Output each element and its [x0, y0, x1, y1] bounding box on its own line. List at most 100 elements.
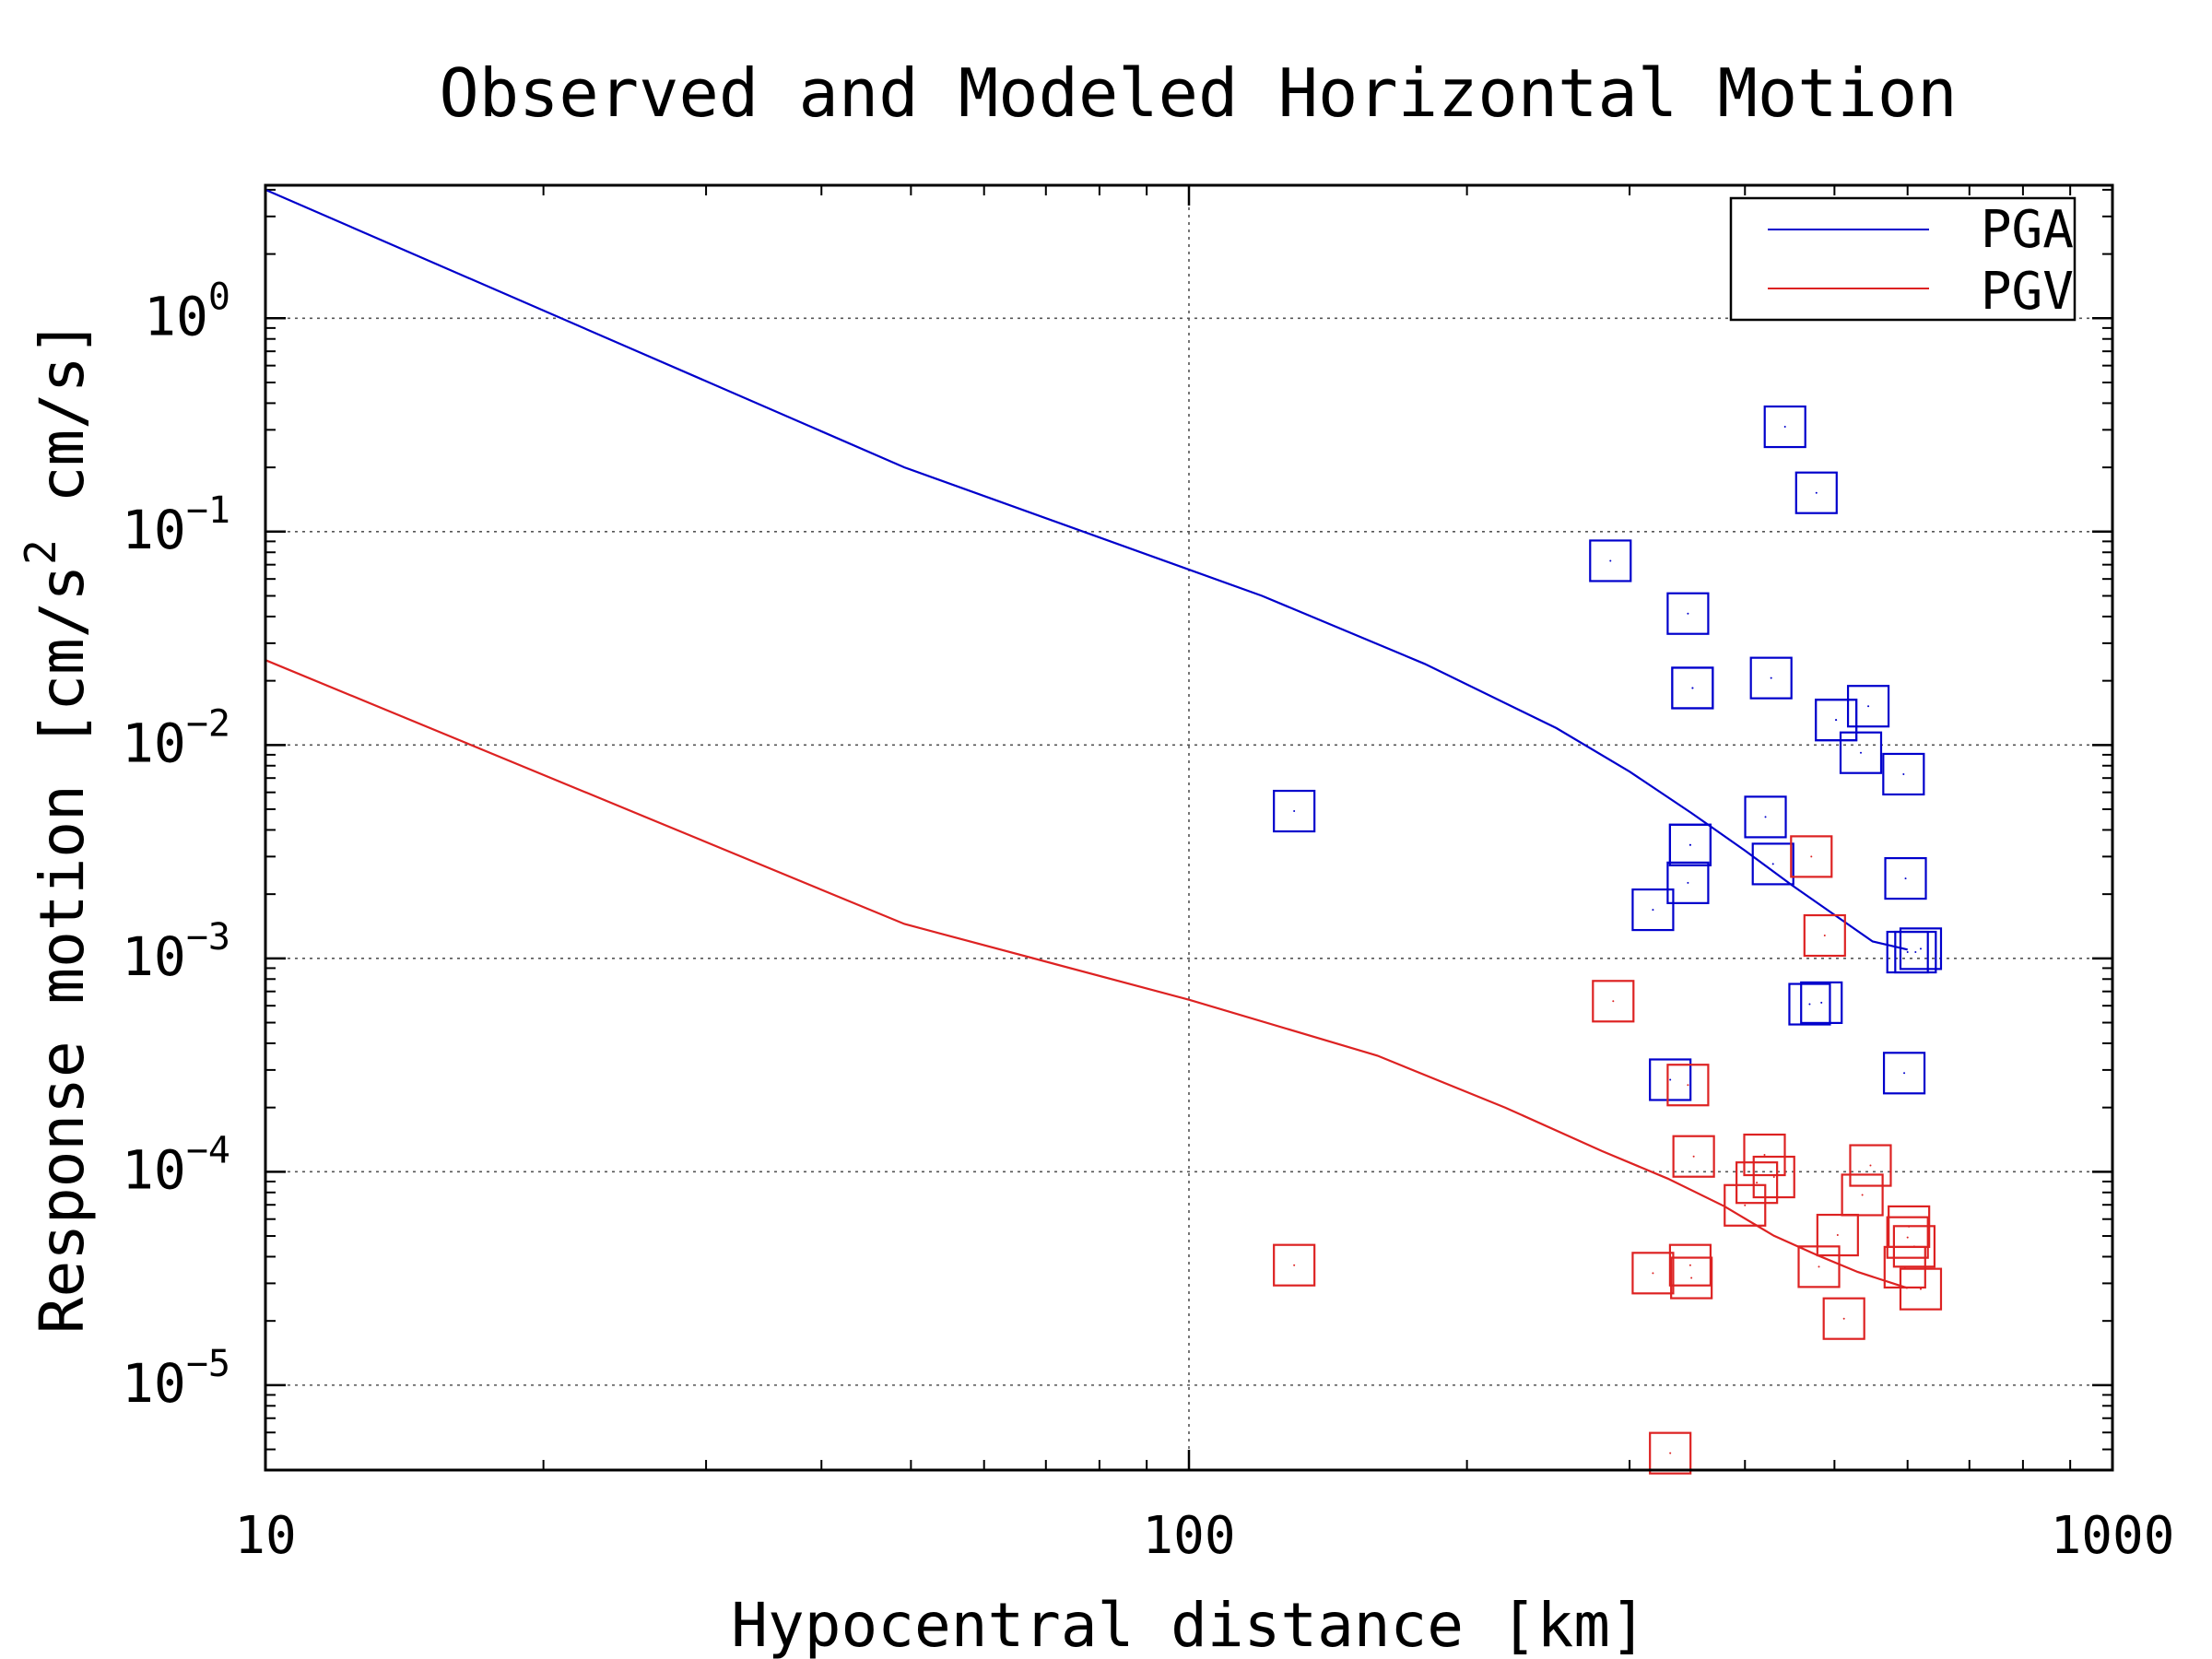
observed-point-pga	[1882, 1052, 1926, 1095]
y-tick-label: 10−1	[122, 489, 230, 561]
observed-point-center-pgv	[1906, 1236, 1909, 1239]
observed-point-center-pga	[1687, 612, 1689, 615]
observed-point-center-pgv	[1688, 1264, 1691, 1266]
observed-point-pga	[1631, 888, 1675, 932]
observed-point-center-pgv	[1912, 1245, 1915, 1248]
chart-title: Observed and Modeled Horizontal Motion	[439, 54, 1957, 132]
observed-point-pga	[1671, 666, 1714, 710]
observed-point-center-pga	[1808, 1003, 1811, 1006]
observed-point-center-pga	[1815, 491, 1818, 494]
legend-label-pgv: PGV	[1981, 262, 2074, 322]
observed-point-pga	[1744, 795, 1787, 839]
observed-point-center-pga	[1688, 843, 1691, 846]
observed-point-center-pga	[1867, 705, 1870, 708]
legend: PGA PGV	[1729, 196, 2077, 322]
legend-label-pga: PGA	[1981, 200, 2074, 260]
observed-point-pga	[1668, 823, 1712, 866]
y-axis-label-sup: 2	[16, 539, 65, 565]
x-tick-label: 10	[234, 1506, 296, 1566]
y-tick-label: 10−4	[122, 1129, 230, 1201]
y-tick-label: 10−3	[122, 916, 230, 988]
observed-point-center-pgv	[1818, 1265, 1820, 1268]
observed-point-pga	[1800, 981, 1843, 1025]
observed-point-pga	[1649, 1058, 1692, 1101]
observed-point-pgv	[1668, 1243, 1712, 1287]
observed-point-pga	[1794, 471, 1838, 514]
observed-point-center-pga	[1859, 751, 1862, 754]
y-axis-label-main: Response motion [cm/s	[27, 565, 98, 1334]
observed-point-center-pgv	[1690, 1277, 1693, 1279]
observed-point-center-pga	[1906, 951, 1909, 954]
x-tick-labels: 10 100 1000	[234, 1506, 2174, 1566]
observed-point-center-pgv	[1919, 1288, 1922, 1290]
observed-point-pgv	[1892, 1225, 1936, 1268]
observed-point-center-pgv	[1744, 1204, 1747, 1206]
observed-point-center-pga	[1783, 426, 1786, 429]
observed-point-pgv	[1822, 1297, 1865, 1340]
observed-point-pgv	[1666, 1064, 1710, 1107]
observed-point-center-pgv	[1861, 1194, 1864, 1196]
observed-point-pga	[1884, 856, 1927, 900]
model-line-pga	[265, 188, 1908, 951]
observed-point-center-pga	[1293, 810, 1296, 813]
observed-point-pga	[1839, 731, 1883, 774]
y-tick-exponent: −3	[186, 916, 230, 959]
observed-point-pga	[1273, 789, 1316, 833]
observed-point-pgv	[1752, 1155, 1795, 1199]
observed-point-pgv	[1803, 913, 1846, 958]
observed-point-center-pga	[1764, 816, 1767, 818]
observed-point-pgv	[1735, 1161, 1779, 1205]
y-tick-exponent: −1	[186, 489, 230, 532]
y-tick-label: 100	[144, 276, 230, 347]
y-tick-base: 10	[122, 1352, 186, 1415]
observed-point-pga	[1751, 842, 1794, 886]
observed-point-center-pgv	[1669, 1452, 1672, 1454]
observed-point-pgv	[1273, 1243, 1316, 1287]
grid-lines	[265, 185, 2112, 1470]
observed-point-center-pgv	[1836, 1234, 1839, 1237]
observed-point-center-pgv	[1869, 1164, 1872, 1167]
y-axis-label-end: cm/s]	[27, 320, 98, 539]
observed-point-center-pga	[1820, 1001, 1823, 1004]
y-tick-exponent: 0	[208, 276, 230, 318]
x-axis-label: Hypocentral distance [km]	[731, 1590, 1646, 1659]
plot-frame	[264, 183, 2114, 1472]
observed-point-pgv	[1592, 980, 1635, 1023]
series-layer	[265, 188, 1943, 1475]
y-axis-label: Response motion [cm/s2 cm/s]	[16, 320, 98, 1335]
y-tick-exponent: −4	[186, 1129, 230, 1171]
y-tick-base: 10	[122, 712, 186, 774]
observed-point-pga	[1882, 752, 1925, 796]
x-tick-label: 1000	[2051, 1506, 2175, 1566]
y-tick-base: 10	[122, 1138, 186, 1201]
observed-point-pgv	[1670, 1256, 1713, 1300]
observed-point-center-pgv	[1756, 1182, 1759, 1184]
observed-point-center-pgv	[1810, 855, 1813, 858]
observed-point-center-pga	[1770, 677, 1772, 679]
observed-point-pgv	[1886, 1216, 1929, 1259]
observed-point-pgv	[1743, 1133, 1786, 1177]
observed-point-center-pga	[1771, 863, 1774, 865]
observed-point-center-pgv	[1842, 1317, 1845, 1320]
observed-point-center-pgv	[1612, 1000, 1615, 1003]
observed-point-pga	[1666, 861, 1710, 904]
y-tick-base: 10	[122, 925, 186, 988]
observed-point-pga	[1666, 592, 1710, 635]
observed-point-center-pga	[1691, 687, 1694, 689]
observed-point-pga	[1815, 699, 1858, 742]
series-pgv	[265, 659, 1943, 1475]
observed-point-pgv	[1631, 1252, 1675, 1295]
model-line-pgv	[265, 659, 1909, 1289]
observed-point-pgv	[1649, 1431, 1692, 1475]
observed-point-pgv	[1790, 835, 1833, 878]
observed-point-pga	[1788, 982, 1831, 1026]
observed-point-pga	[1899, 927, 1943, 971]
observed-point-pga	[1894, 930, 1937, 974]
observed-point-center-pga	[1687, 881, 1689, 884]
minor-ticks	[265, 185, 2112, 1470]
observed-point-center-pgv	[1652, 1272, 1654, 1275]
observed-point-pgv	[1849, 1144, 1892, 1187]
observed-point-pgv	[1797, 1245, 1841, 1288]
observed-point-center-pgv	[1293, 1264, 1296, 1266]
